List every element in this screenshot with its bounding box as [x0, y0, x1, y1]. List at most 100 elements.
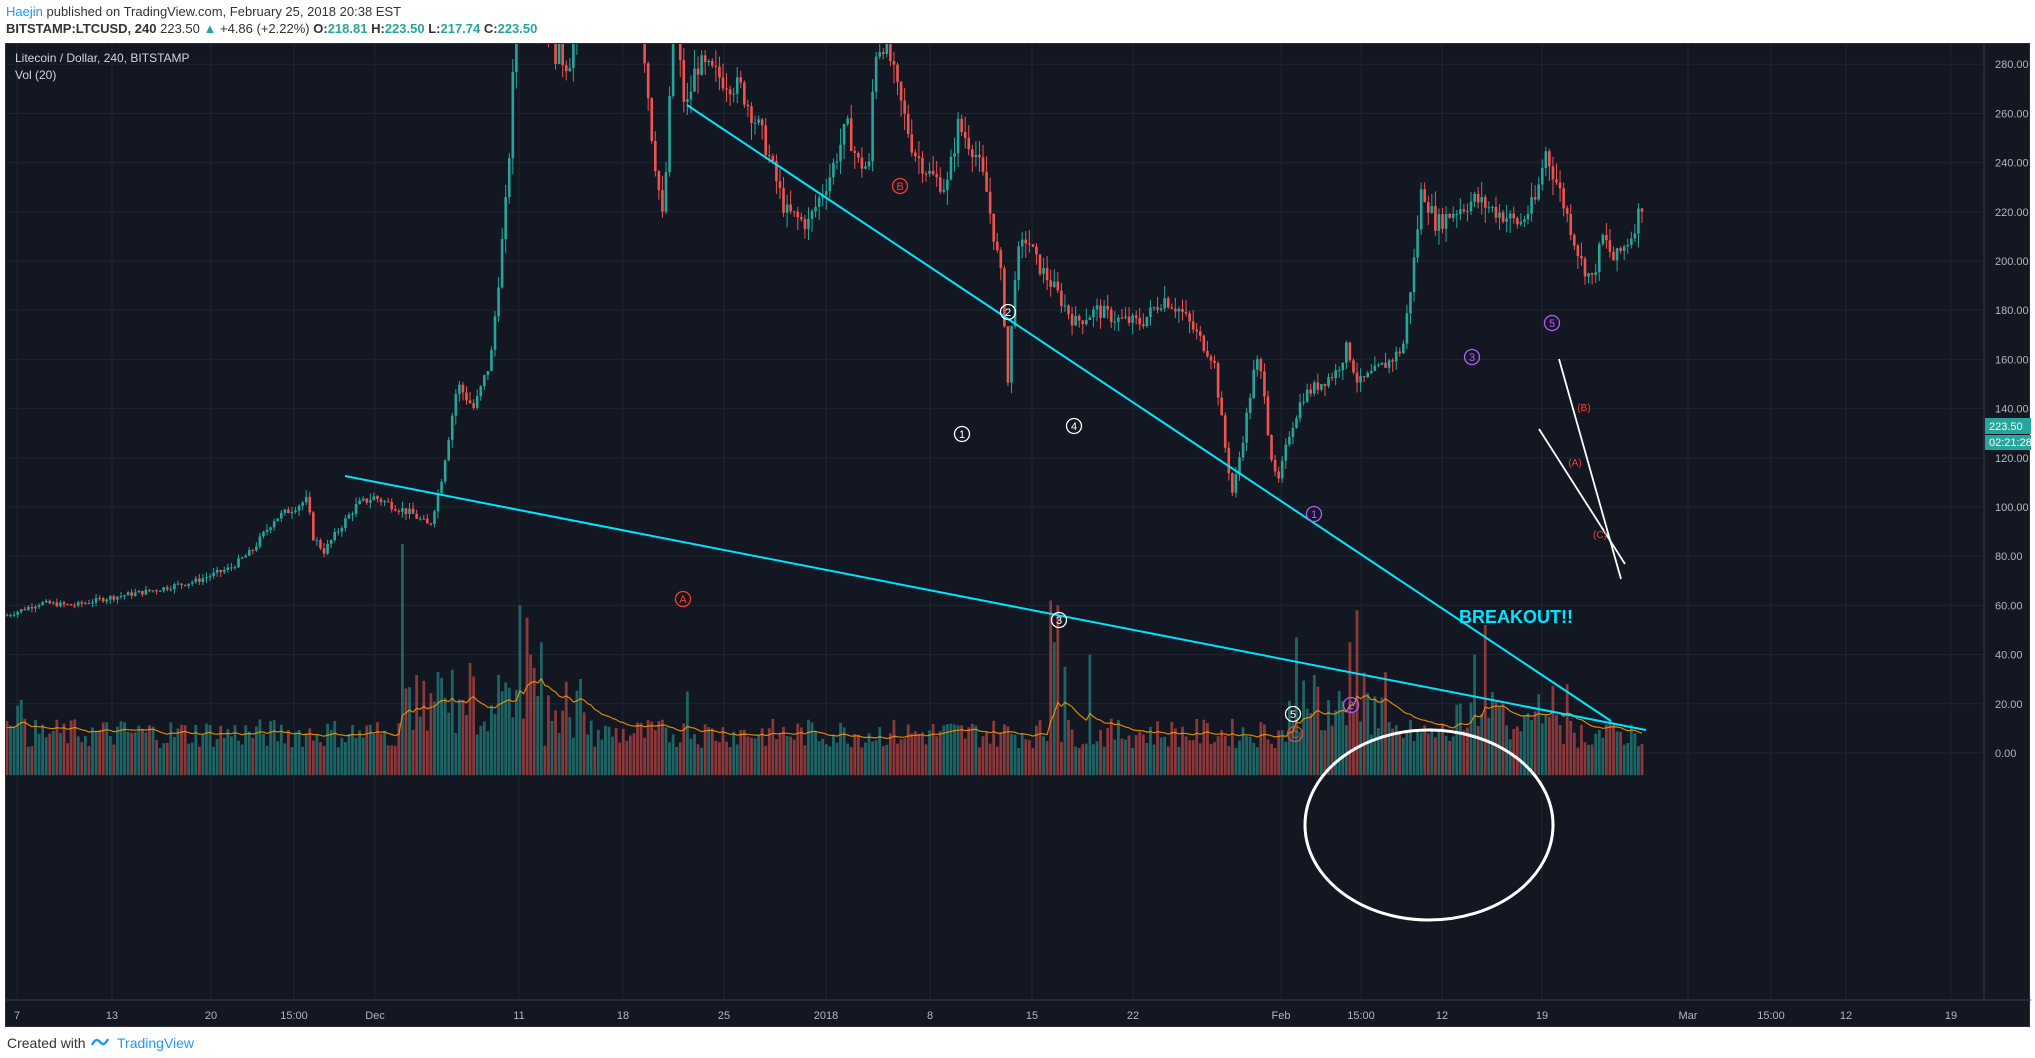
candle-body — [126, 592, 130, 596]
volume-bar — [532, 667, 536, 776]
volume-bar — [985, 732, 988, 776]
wave-label-circle — [1305, 505, 1323, 523]
volume-bar — [903, 738, 907, 776]
wave-label-purple-3: 3 — [1463, 348, 1481, 366]
volume-bar — [247, 731, 251, 776]
chart-pane[interactable]: A B C 1 2 3 4 5 1 2 3 5 (B) (A) (C) BREAKOUT!! 0.00 20.… — [5, 0, 2032, 1028]
candle-body — [408, 508, 411, 515]
tradingview-brand-link[interactable]: TradingView — [117, 1035, 195, 1051]
candle-body — [1626, 245, 1630, 247]
breakout-annotation[interactable]: BREAKOUT!! — [1459, 607, 1573, 627]
volume-bar — [80, 742, 84, 776]
candle-body — [1605, 234, 1608, 241]
volume-bar — [1070, 729, 1074, 776]
tradingview-logo-icon[interactable] — [90, 1035, 110, 1049]
candle-body — [1448, 213, 1451, 218]
volume-bar — [1206, 723, 1209, 776]
volume-highlight-circle[interactable] — [1303, 728, 1555, 922]
volume-bar — [343, 742, 347, 776]
volume-bar — [1323, 730, 1327, 776]
candle-body — [287, 509, 290, 514]
candle-body — [1455, 214, 1459, 216]
candle-body — [1530, 197, 1533, 214]
candle-body — [1380, 362, 1384, 365]
candle-body — [415, 513, 418, 519]
candle-body — [158, 590, 162, 592]
candle-body — [892, 61, 896, 65]
candle-body — [1405, 313, 1409, 344]
candle-body — [1191, 321, 1195, 330]
volume-bar — [301, 746, 305, 776]
candle-body — [511, 72, 515, 159]
time-axis[interactable]: 7 13 20 15:00 Dec 11 18 25 2018 8 15 22 Feb 15:00 12 19… — [14, 1010, 1957, 1022]
volume-bar — [440, 677, 443, 776]
candle-body — [1597, 244, 1601, 273]
volume-bar — [799, 727, 803, 776]
volume-bar — [116, 726, 119, 776]
chart-header: Haejin published on TradingView.com, Feb… — [0, 0, 2035, 40]
x-tick-label: 15:00 — [280, 1010, 308, 1022]
candle-body — [1637, 208, 1640, 234]
candle-body — [561, 43, 564, 66]
volume-bar — [1077, 748, 1081, 776]
volume-bar — [967, 727, 971, 776]
volume-bar — [514, 689, 518, 776]
candle-body — [361, 498, 365, 501]
volume-bar — [1558, 725, 1562, 776]
wave-label-text: 4 — [1071, 421, 1077, 433]
candle-body — [1142, 324, 1145, 327]
candle-body — [874, 56, 878, 92]
candle-body — [992, 213, 995, 242]
candle-body — [1608, 240, 1612, 252]
volume-bar — [1562, 743, 1566, 776]
candle-body — [960, 118, 963, 133]
volume-bar — [1010, 734, 1013, 776]
candle-body — [55, 602, 59, 607]
candle-body — [1291, 428, 1295, 437]
candle-body — [914, 152, 917, 157]
candle-body — [1288, 436, 1291, 445]
volume-bar — [561, 710, 565, 776]
volume-bar — [101, 722, 105, 776]
candle-body — [230, 567, 233, 569]
candle-body — [735, 77, 739, 94]
volume-bar — [194, 724, 198, 776]
candle-body — [1508, 213, 1512, 219]
wave-label-circle — [1065, 417, 1083, 435]
candle-body — [757, 119, 760, 123]
volume-bar — [735, 744, 739, 776]
price-axis[interactable]: 0.00 20.00 40.00 60.00 80.00 100.00 120.00 140.… — [1995, 10, 2029, 760]
price-badge: 223.50 02:21:28 — [1985, 418, 2032, 450]
volume-bar — [1348, 642, 1352, 776]
volume-bar — [1049, 600, 1053, 776]
candle-body — [212, 572, 215, 577]
volume-bar — [354, 737, 358, 776]
candle-body — [1170, 307, 1174, 309]
candle-body — [1117, 317, 1120, 322]
candle-body — [1277, 471, 1280, 479]
candle-body — [1241, 442, 1245, 458]
wave-labels: A B C 1 2 3 4 5 1 2 3 5 (B) (A) (C) — [674, 177, 1607, 743]
candle-body — [1177, 308, 1181, 312]
volume-bar — [703, 724, 707, 776]
volume-bar — [1615, 731, 1619, 776]
trendlines[interactable] — [344, 104, 1647, 731]
volume-bar — [1059, 741, 1063, 776]
candle-body — [507, 158, 511, 198]
wave-label-text: A — [679, 594, 687, 606]
volume-bar — [632, 733, 636, 776]
author-link[interactable]: Haejin — [6, 4, 43, 19]
candle-body — [1270, 435, 1273, 460]
volume-bar — [628, 735, 632, 776]
volume-bar — [810, 722, 814, 776]
volume-bar — [1377, 728, 1380, 776]
candle-body — [119, 595, 123, 597]
volume-bar — [1537, 694, 1541, 776]
y-tick-label: 0.00 — [1995, 748, 2016, 760]
candle-body — [1419, 189, 1423, 230]
volume-bar — [1027, 740, 1031, 776]
candle-body — [237, 558, 240, 568]
candle-body — [974, 154, 978, 158]
candle-body — [1633, 233, 1637, 239]
